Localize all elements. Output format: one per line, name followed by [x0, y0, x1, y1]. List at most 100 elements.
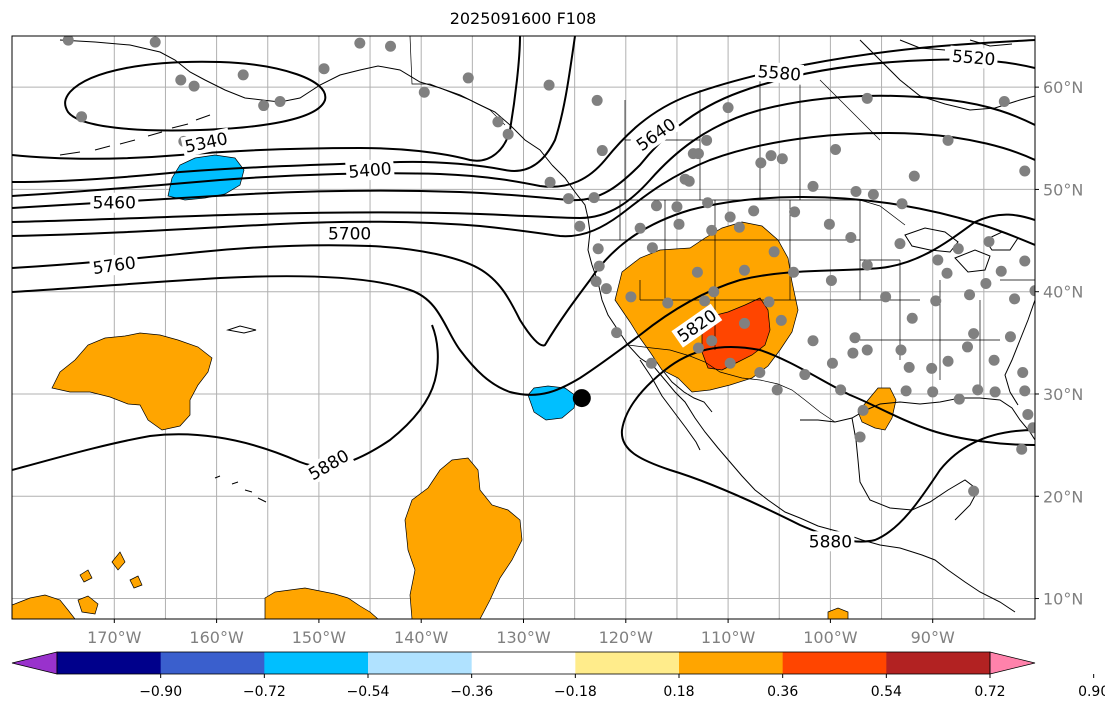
station-dot — [972, 384, 984, 396]
station-dot — [789, 206, 801, 218]
station-dot — [854, 431, 866, 443]
pacific-island — [226, 325, 257, 334]
contour-label-1: 5400 — [345, 157, 395, 183]
colorbar-tick-label: 0.72 — [974, 684, 1005, 700]
contour-5820 — [12, 213, 1035, 396]
station-dot — [354, 37, 366, 49]
station-dot — [724, 211, 736, 223]
contour-5400 — [12, 36, 521, 162]
contour-label-3: 5580 — [754, 60, 805, 86]
station-dot — [502, 128, 514, 140]
station-dot — [755, 157, 767, 169]
station-dot — [591, 94, 603, 106]
contour-label-text: 5880 — [305, 446, 352, 485]
station-dot — [385, 40, 397, 52]
lat-label: 20°N — [1043, 487, 1083, 506]
contour-5520 — [12, 39, 1035, 197]
lon-label: 120°W — [599, 628, 654, 647]
station-dot — [1019, 165, 1031, 177]
station-dot — [932, 254, 944, 266]
station-dot — [588, 192, 600, 204]
station-dot — [861, 344, 873, 356]
anomaly-shading — [12, 154, 897, 619]
station-dot — [998, 95, 1010, 107]
station-dot — [671, 201, 683, 213]
colorbar-frame — [56, 651, 991, 675]
contour-label-4: 5520 — [948, 45, 999, 70]
colorbar-tick-label: 0.54 — [871, 684, 902, 700]
station-dot — [964, 289, 976, 301]
station-dot — [968, 328, 980, 340]
station-dot — [930, 295, 942, 307]
colorbar-extend-low — [11, 651, 58, 675]
aleutian-islands — [59, 114, 211, 156]
hawaii — [214, 475, 267, 503]
station-dot — [926, 362, 938, 374]
contour-5700 — [12, 132, 1035, 238]
station-dot — [645, 357, 657, 369]
colorbar-segment — [782, 652, 887, 674]
station-dot — [845, 231, 857, 243]
station-dot — [590, 275, 602, 287]
colorbar-segment — [160, 652, 265, 674]
station-dot — [908, 170, 920, 182]
station-dot — [776, 153, 788, 165]
lat-label: 60°N — [1043, 78, 1083, 97]
colorbar-tick-labels: −0.90 −0.72 −0.54 −0.36 −0.18 0.18 0.36 0.54 0.7… — [139, 674, 1105, 700]
station-dot — [995, 265, 1007, 277]
station-dots — [62, 36, 1035, 497]
lon-label: 100°W — [803, 628, 858, 647]
station-dot — [691, 266, 703, 278]
contour-label-text: 5400 — [348, 159, 393, 183]
lon-label: 90°W — [911, 628, 955, 647]
station-dot — [825, 274, 837, 286]
east-coast — [1004, 299, 1035, 406]
station-dot — [942, 355, 954, 367]
station-dot — [961, 341, 973, 353]
contour-5640 — [12, 94, 1035, 223]
station-dot — [894, 238, 906, 250]
longitude-labels: 170°W 160°W 150°W 140°W 130°W 120°W 110°W 100°W… — [87, 619, 955, 647]
station-dot — [1009, 293, 1021, 305]
station-dot — [788, 266, 800, 278]
station-dot — [895, 344, 907, 356]
colorbar-segment — [886, 652, 991, 674]
station-dot — [593, 260, 605, 272]
lat-label: 30°N — [1043, 385, 1083, 404]
station-dot — [692, 342, 704, 354]
station-dot — [699, 295, 711, 307]
latitude-labels: 10°N 20°N 30°N 40°N 50°N 60°N — [1035, 78, 1083, 609]
station-dot — [1017, 367, 1029, 379]
contour-label-text: 5580 — [757, 62, 802, 86]
positive-anomaly-area-south-pacific — [264, 587, 379, 619]
gulf-coast — [800, 397, 1035, 441]
station-dot — [857, 404, 869, 416]
lon-label: 130°W — [496, 628, 551, 647]
contour-label-text: 5760 — [91, 253, 137, 279]
station-dot — [611, 327, 623, 339]
lon-label: 110°W — [701, 628, 756, 647]
station-dot — [849, 332, 861, 344]
station-dot — [861, 259, 873, 271]
station-dot — [799, 369, 811, 381]
station-dot — [763, 296, 775, 308]
colorbar-tick-label: −0.36 — [450, 684, 493, 700]
colorbar-tick-label: 0.36 — [767, 684, 798, 700]
hudson-bay — [859, 39, 1035, 111]
contour-label-9: 5880 — [302, 444, 355, 486]
map-area: 5340540054605580552056405700576058205880… — [12, 36, 1035, 619]
station-dot — [989, 386, 1001, 398]
lon-label: 150°W — [292, 628, 347, 647]
station-dot — [662, 297, 674, 309]
station-dot — [738, 264, 750, 276]
station-dot — [563, 193, 575, 205]
alaska-canada-border — [409, 36, 506, 126]
station-dot — [880, 291, 892, 303]
station-dot — [418, 86, 430, 98]
station-dot — [701, 134, 713, 146]
station-dot — [807, 335, 819, 347]
station-dot — [826, 357, 838, 369]
lat-label: 50°N — [1043, 180, 1083, 199]
contour-label-0: 5340 — [180, 127, 232, 158]
